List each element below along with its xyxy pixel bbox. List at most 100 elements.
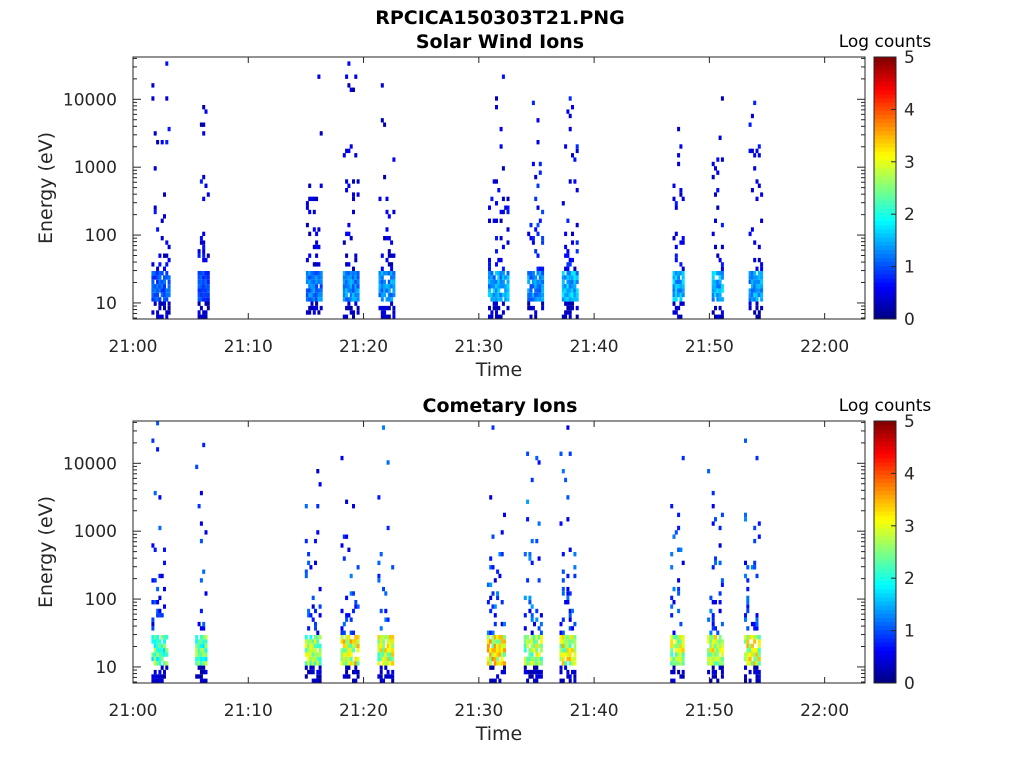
spectrogram-cell	[753, 665, 757, 670]
spectrogram-cell	[536, 205, 540, 210]
spectrogram-cell	[707, 661, 711, 666]
spectrogram-cell	[317, 297, 321, 302]
spectrogram-cell	[714, 669, 717, 675]
spectrogram-cell	[345, 613, 349, 618]
spectrogram-cell	[529, 284, 533, 289]
spectrogram-cell	[709, 643, 713, 649]
spectrogram-cell	[156, 447, 160, 452]
spectrogram-cell	[536, 222, 540, 228]
spectrogram-cell	[760, 297, 764, 302]
spectrogram-cell	[506, 297, 510, 302]
spectrogram-cell	[571, 153, 574, 158]
spectrogram-cell	[486, 635, 490, 640]
spectrogram-cell	[387, 292, 391, 298]
spectrogram-cell	[197, 621, 201, 627]
spectrogram-cell	[753, 288, 757, 293]
spectrogram-cell	[391, 678, 395, 683]
spectrogram-cell	[746, 643, 750, 649]
spectrogram-cell	[356, 669, 360, 675]
spectrogram-cell	[156, 297, 160, 302]
spectrogram-cell	[504, 297, 508, 302]
spectrogram-cell	[312, 284, 316, 289]
spectrogram-cell	[571, 608, 574, 614]
spectrogram-cell	[392, 253, 396, 258]
spectrogram-cell	[755, 617, 759, 622]
spectrogram-cell	[566, 279, 570, 285]
spectrogram-cell	[347, 231, 351, 237]
spectrogram-cell	[530, 639, 534, 644]
spectrogram-cell	[672, 586, 676, 592]
spectrogram-cell	[753, 635, 757, 640]
spectrogram-cell	[153, 490, 157, 496]
spectrogram-cell	[539, 613, 543, 618]
spectrogram-cell	[354, 639, 358, 644]
spectrogram-cell	[744, 639, 747, 644]
spectrogram-cell	[317, 292, 321, 298]
spectrogram-cell	[760, 271, 764, 276]
spectrogram-cell	[491, 656, 495, 662]
spectrogram-cell	[527, 301, 531, 306]
spectrogram-cell	[380, 275, 384, 280]
spectrogram-cell	[158, 262, 162, 267]
spectrogram-cell	[197, 643, 201, 649]
spectrogram-cell	[750, 275, 754, 280]
spectrogram-cell	[755, 674, 759, 679]
spectrogram-cell	[391, 656, 395, 662]
spectrogram-cell	[204, 109, 208, 114]
spectrogram-cell	[753, 257, 757, 263]
spectrogram-cell	[386, 648, 390, 653]
spectrogram-cell	[506, 227, 510, 232]
spectrogram-cell	[199, 122, 203, 127]
spectrogram-cell	[500, 621, 504, 627]
spectrogram-cell	[568, 617, 572, 622]
spectrogram-cell	[559, 669, 563, 675]
spectrogram-cell	[720, 275, 724, 280]
spectrogram-cell	[564, 314, 568, 319]
colorbar-segment	[874, 470, 896, 475]
spectrogram-cell	[307, 639, 311, 644]
spectrogram-cell	[535, 669, 539, 675]
spectrogram-cell	[561, 314, 565, 319]
spectrogram-cell	[575, 297, 579, 302]
spectrogram-cell	[746, 635, 750, 640]
spectrogram-cell	[349, 292, 353, 298]
spectrogram-cell	[387, 288, 391, 293]
spectrogram-cell	[498, 648, 502, 653]
spectrogram-cell	[314, 538, 317, 544]
spectrogram-cell	[307, 669, 311, 675]
spectrogram-cell	[202, 240, 206, 245]
spectrogram-cell	[748, 643, 752, 649]
spectrogram-cell	[720, 661, 724, 666]
spectrogram-cell	[165, 635, 169, 640]
spectrogram-cell	[379, 552, 383, 557]
spectrogram-cell	[349, 656, 353, 662]
spectrogram-cell	[153, 600, 157, 605]
spectrogram-cell	[529, 314, 533, 319]
spectrogram-cell	[156, 271, 160, 276]
spectrogram-cell	[199, 240, 203, 245]
spectrogram-cell	[561, 678, 565, 683]
spectrogram-cell	[573, 639, 577, 644]
spectrogram-cell	[380, 284, 384, 289]
spectrogram-cell	[566, 292, 570, 298]
spectrogram-cell	[714, 635, 717, 640]
spectrogram-cell	[380, 292, 384, 298]
spectrogram-cell	[537, 661, 541, 666]
y-tick-label: 100	[85, 226, 117, 246]
spectrogram-cell	[750, 148, 754, 154]
spectrogram-cell	[533, 643, 536, 649]
spectrogram-cell	[304, 538, 308, 544]
spectrogram-cell	[575, 249, 579, 254]
spectrogram-cell	[753, 661, 757, 666]
spectrogram-cell	[309, 639, 313, 644]
spectrogram-cell	[755, 621, 759, 627]
spectrogram-cell	[165, 61, 169, 66]
spectrogram-cell	[165, 140, 169, 145]
spectrogram-cell	[352, 266, 355, 271]
spectrogram-cell	[318, 604, 322, 609]
spectrogram-cell	[720, 648, 724, 653]
spectrogram-cell	[311, 656, 315, 662]
spectrogram-cell	[345, 661, 349, 666]
spectrogram-cell	[314, 639, 317, 644]
spectrogram-cell	[378, 279, 382, 285]
